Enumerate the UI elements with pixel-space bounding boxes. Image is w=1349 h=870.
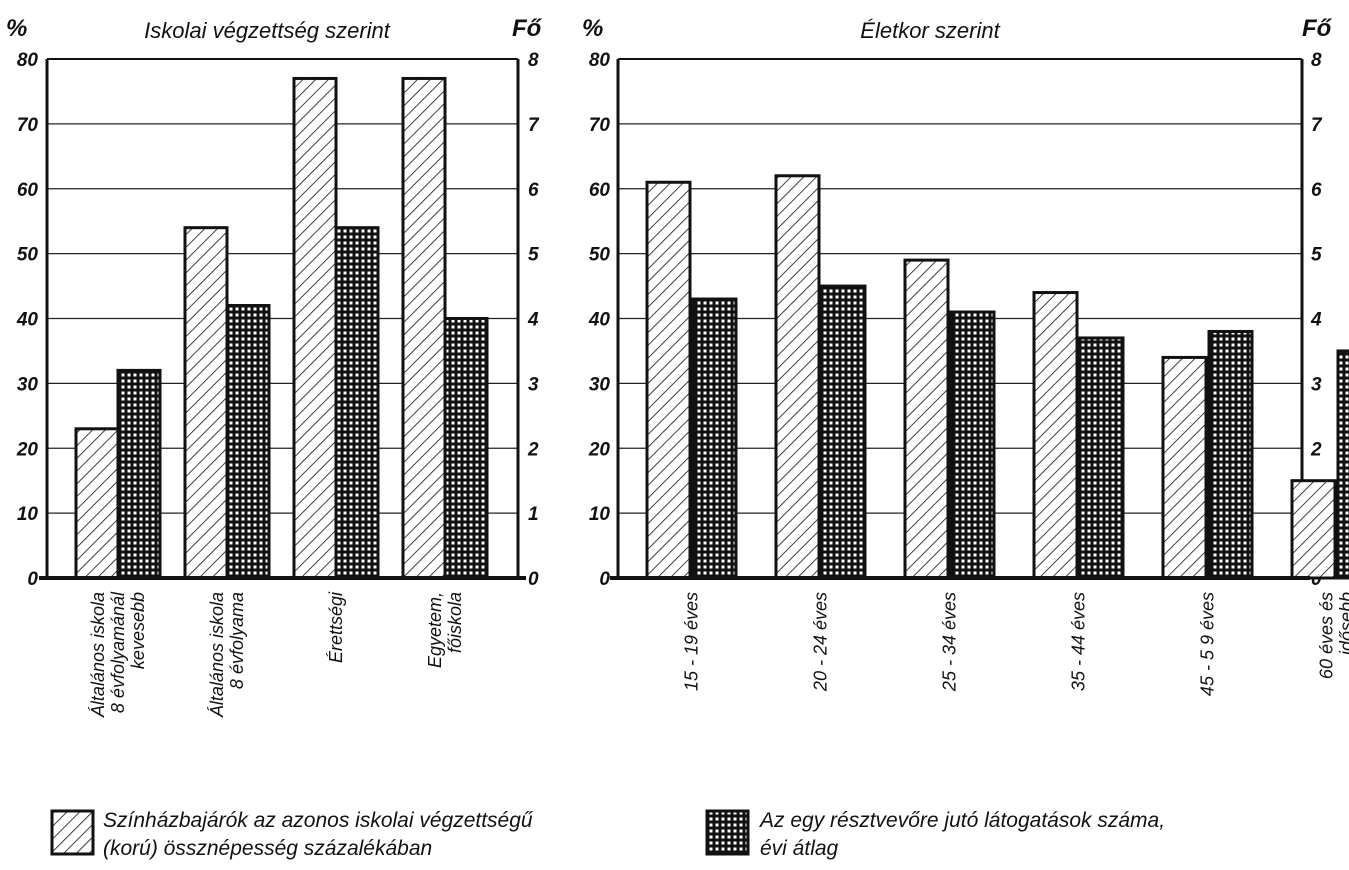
panel-title: Életkor szerint — [860, 18, 1000, 43]
right-axis-unit: Fő — [1302, 15, 1333, 42]
bar-percent — [905, 260, 948, 578]
bar-percent — [1292, 481, 1335, 578]
right-tick-label: 4 — [1310, 310, 1322, 331]
left-tick-label: 70 — [17, 115, 39, 136]
right-tick-label: 6 — [1311, 180, 1322, 201]
bar-percent — [1163, 357, 1206, 578]
category-label-line: 45 - 5 9 éves — [1198, 592, 1218, 696]
left-axis-unit: % — [6, 15, 27, 42]
left-tick-label: 70 — [589, 115, 611, 136]
left-tick-label: 10 — [17, 504, 39, 525]
right-tick-label: 2 — [1310, 439, 1322, 460]
category-label-line: Általános iskola — [88, 592, 108, 718]
left-tick-label: 80 — [17, 50, 39, 71]
category-label: 20 - 24 éves — [811, 592, 831, 692]
category-label-line: 60 éves és — [1317, 592, 1337, 679]
legend-swatch-crosshatch — [707, 811, 748, 854]
right-tick-label: 7 — [1311, 115, 1323, 136]
legend-label: Az egy résztvevőre jutó látogatások szám… — [758, 809, 1165, 832]
left-tick-label: 0 — [599, 569, 610, 590]
category-label: Érettségi — [326, 591, 346, 663]
left-tick-label: 40 — [588, 310, 611, 331]
legend-label: Színházbajárók az azonos iskolai végzett… — [103, 809, 534, 832]
bar-visits — [1209, 331, 1252, 578]
bar-percent — [647, 182, 690, 578]
bar-percent — [185, 228, 227, 578]
left-tick-label: 50 — [589, 245, 611, 266]
right-tick-label: 3 — [528, 374, 539, 395]
chart-panel-1: 0 10 20 30 40 50 60 70 80 0 1 2 3 4 5 6 7 8% Fő Iskolai vég… — [6, 15, 543, 718]
right-tick-label: 5 — [1311, 245, 1322, 266]
left-tick-label: 60 — [589, 180, 611, 201]
left-tick-label: 30 — [589, 374, 611, 395]
legend-label: évi átlag — [760, 837, 839, 860]
bar-visits — [693, 299, 736, 578]
category-label-line: idősebb — [1337, 592, 1349, 655]
bar-visits — [445, 319, 487, 579]
category-label-line: Egyetem, — [425, 592, 445, 668]
category-label-line: 25 - 34 éves — [940, 592, 960, 692]
right-tick-label: 5 — [528, 245, 539, 266]
category-label-line: 20 - 24 éves — [811, 592, 831, 692]
bar-percent — [403, 78, 445, 578]
left-tick-label: 60 — [17, 180, 39, 201]
category-label: 35 - 44 éves — [1069, 592, 1089, 691]
bar-visits — [336, 228, 378, 578]
right-axis-unit: Fő — [512, 15, 543, 42]
category-label-line: 8 évfolyama — [227, 592, 247, 689]
category-label-line: Érettségi — [326, 591, 346, 663]
category-label-line: 15 - 19 éves — [682, 592, 702, 691]
category-label: 25 - 34 éves — [940, 592, 960, 692]
right-tick-label: 1 — [528, 504, 539, 525]
legend-label: (korú) össznépesség százalékában — [103, 837, 432, 860]
right-tick-label: 8 — [1311, 50, 1322, 71]
category-label: 45 - 5 9 éves — [1198, 592, 1218, 696]
left-tick-label: 20 — [16, 439, 39, 460]
panel-title: Iskolai végzettség szerint — [144, 18, 391, 43]
left-tick-label: 30 — [17, 374, 39, 395]
legend-swatch-hatch — [52, 811, 93, 854]
left-tick-label: 80 — [589, 50, 611, 71]
bar-visits — [951, 312, 994, 578]
right-tick-label: 8 — [528, 50, 539, 71]
bar-percent — [1034, 293, 1077, 578]
bar-visits — [118, 370, 160, 578]
left-tick-label: 40 — [16, 310, 39, 331]
left-tick-label: 50 — [17, 245, 39, 266]
left-tick-label: 20 — [588, 439, 611, 460]
bar-visits — [822, 286, 865, 578]
right-tick-label: 6 — [528, 180, 539, 201]
bar-visits — [1338, 351, 1349, 578]
bar-percent — [294, 78, 336, 578]
legend-item-1: Színházbajárók az azonos iskolai végzett… — [52, 809, 534, 860]
right-tick-label: 2 — [527, 439, 539, 460]
right-tick-label: 3 — [1311, 374, 1322, 395]
bar-visits — [1080, 338, 1123, 578]
category-label: 15 - 19 éves — [682, 592, 702, 691]
left-axis-unit: % — [582, 15, 603, 42]
right-tick-label: 4 — [527, 310, 539, 331]
category-label-line: Általános iskola — [207, 592, 227, 718]
left-tick-label: 10 — [589, 504, 611, 525]
category-label-line: 8 évfolyamánál — [108, 591, 128, 713]
category-label-line: főiskola — [445, 592, 465, 653]
category-label-line: 35 - 44 éves — [1069, 592, 1089, 691]
bar-visits — [227, 306, 269, 578]
bar-percent — [776, 176, 819, 578]
right-tick-label: 0 — [528, 569, 539, 590]
legend-item-2: Az egy résztvevőre jutó látogatások szám… — [707, 809, 1165, 860]
bar-percent — [76, 429, 118, 578]
category-label: Egyetem,főiskola — [425, 592, 465, 668]
right-tick-label: 7 — [528, 115, 540, 136]
category-label-line: kevesebb — [128, 592, 148, 669]
left-tick-label: 0 — [27, 569, 38, 590]
